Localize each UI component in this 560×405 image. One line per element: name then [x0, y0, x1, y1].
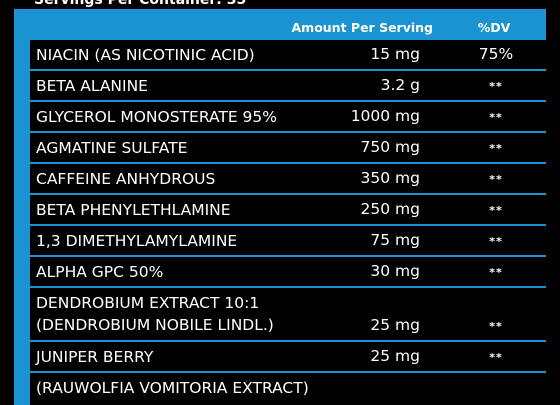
- ingredient-amount: 25 mg: [370, 316, 420, 334]
- supplement-facts-panel: Servings Per Container: 35 Amount Per Se…: [14, 0, 546, 405]
- ingredient-amount: 250 mg: [360, 200, 420, 218]
- servings-band: Servings Per Container: 35: [14, 0, 546, 9]
- ingredient-dv: **: [489, 266, 503, 279]
- table-row: BETA ALANINE 3.2 g **: [30, 71, 546, 100]
- ingredient-dv: 75%: [478, 45, 514, 63]
- ingredient-dv: **: [489, 80, 503, 93]
- ingredient-dv: **: [489, 320, 503, 333]
- table-row: GLYCEROL MONOSTERATE 95% 1000 mg **: [30, 102, 546, 131]
- ingredient-name-line1: DENDROBIUM EXTRACT 10:1: [36, 294, 260, 312]
- header-percent-dv: %DV: [477, 20, 511, 35]
- ingredient-amount: 350 mg: [360, 169, 420, 187]
- servings-per-container: Servings Per Container: 35: [34, 0, 247, 8]
- ingredient-name: GLYCEROL MONOSTERATE 95%: [36, 108, 278, 126]
- table-row: 1,3 DIMETHYLAMYLAMINE 75 mg **: [30, 226, 546, 255]
- ingredient-name: (RAUWOLFIA VOMITORIA EXTRACT): [36, 379, 309, 397]
- ingredient-dv: **: [489, 204, 503, 217]
- ingredient-name: ALPHA GPC 50%: [36, 263, 164, 281]
- ingredient-dv: **: [489, 142, 503, 155]
- ingredient-dv: **: [489, 111, 503, 124]
- ingredient-name: AGMATINE SULFATE: [36, 139, 188, 157]
- ingredient-amount: 15 mg: [370, 45, 420, 63]
- ingredient-name: BETA PHENYLETHLAMINE: [36, 201, 231, 219]
- ingredient-amount: 75 mg: [370, 231, 420, 249]
- ingredient-name: NIACIN (AS NICOTINIC ACID): [36, 46, 255, 64]
- table-row: BETA PHENYLETHLAMINE 250 mg **: [30, 195, 546, 224]
- ingredient-name: BETA ALANINE: [36, 77, 148, 95]
- ingredient-name: JUNIPER BERRY: [36, 348, 154, 366]
- table-row: DENDROBIUM EXTRACT 10:1 (DENDROBIUM NOBI…: [30, 288, 546, 340]
- ingredient-dv: **: [489, 173, 503, 186]
- ingredient-name: CAFFEINE ANHYDROUS: [36, 170, 216, 188]
- table-row: NIACIN (AS NICOTINIC ACID) 15 mg 75%: [30, 40, 546, 69]
- ingredient-amount: 750 mg: [360, 138, 420, 156]
- table-row: JUNIPER BERRY 25 mg **: [30, 342, 546, 371]
- ingredient-dv: **: [489, 235, 503, 248]
- ingredient-amount: 25 mg: [370, 347, 420, 365]
- ingredient-name: 1,3 DIMETHYLAMYLAMINE: [36, 232, 238, 250]
- table-row: CAFFEINE ANHYDROUS 350 mg **: [30, 164, 546, 193]
- ingredient-dv: **: [489, 351, 503, 364]
- ingredient-amount: 3.2 g: [380, 76, 420, 94]
- table-row: (RAUWOLFIA VOMITORIA EXTRACT): [30, 373, 546, 405]
- table-header: Amount Per Serving %DV: [14, 18, 546, 38]
- ingredient-amount: 30 mg: [370, 262, 420, 280]
- header-amount-per-serving: Amount Per Serving: [291, 20, 434, 35]
- ingredient-name-line2: (DENDROBIUM NOBILE LINDL.): [36, 316, 274, 334]
- table-row: AGMATINE SULFATE 750 mg **: [30, 133, 546, 162]
- table-row: ALPHA GPC 50% 30 mg **: [30, 257, 546, 286]
- ingredient-amount: 1000 mg: [350, 107, 420, 125]
